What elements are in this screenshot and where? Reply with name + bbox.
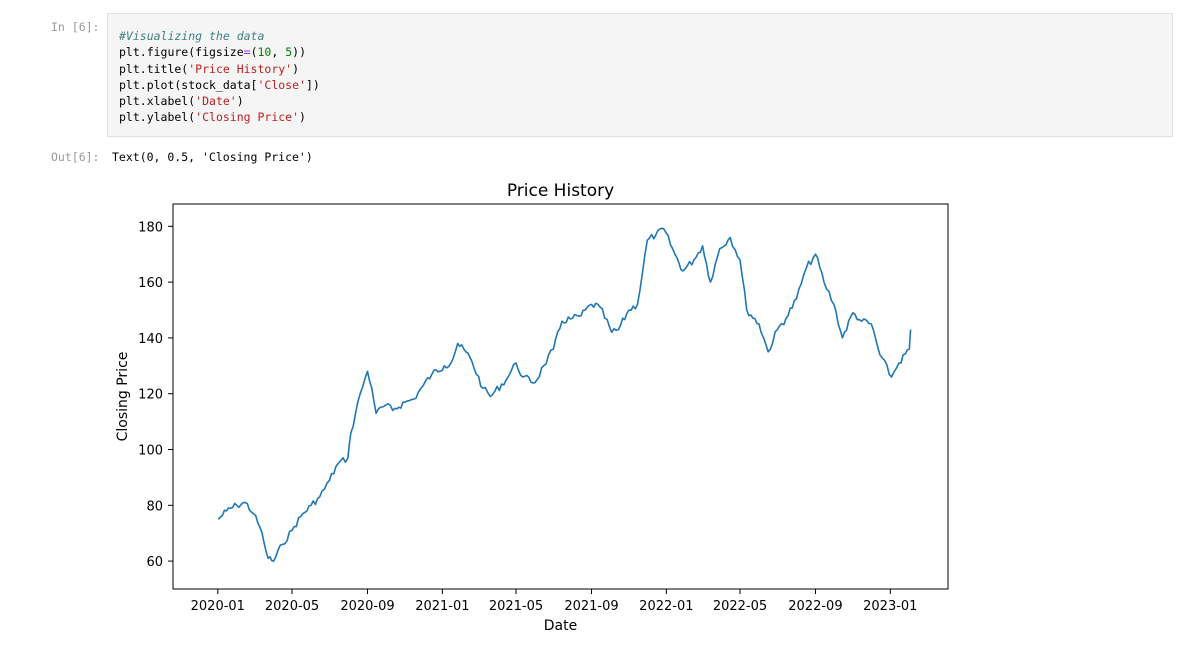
code-figure-h: 5 <box>285 45 293 60</box>
plot-area-frame <box>172 203 949 590</box>
y-axis-label: Closing Price <box>115 352 131 442</box>
code-line-1: #Visualizing the data <box>119 28 320 44</box>
code-comment: #Visualizing the data <box>119 29 265 43</box>
x-axis-label: Date <box>544 618 577 634</box>
code-ylabel-arg: 'Closing Price' <box>195 110 300 125</box>
x-tick-label: 2021-01 <box>415 599 469 614</box>
output-text: Text(0, 0.5, 'Closing Price') <box>112 150 313 164</box>
code-title-func: plt.title( <box>119 61 189 76</box>
y-tick-label: 180 <box>138 220 163 235</box>
chart-title: Price History <box>507 181 614 201</box>
code-ylabel-close: ) <box>299 110 306 125</box>
x-tick-label: 2023-01 <box>863 599 917 614</box>
y-tick-label: 160 <box>138 276 163 291</box>
code-paren-close: )) <box>292 45 307 60</box>
code-plot-func: plt.plot(stock_data[ <box>119 77 258 92</box>
code-editor[interactable]: #Visualizing the data plt.figure(figsize=… <box>119 28 320 126</box>
code-title-close: ) <box>292 61 300 76</box>
y-tick-label: 140 <box>138 332 163 347</box>
x-tick-label: 2020-09 <box>340 599 394 614</box>
code-xlabel-close: ) <box>236 94 244 109</box>
x-tick-label: 2022-09 <box>788 599 842 614</box>
code-line-5: plt.xlabel('Date') <box>119 93 320 109</box>
code-line-2: plt.figure(figsize=(10, 5)) <box>119 44 320 60</box>
code-plot-arg: 'Close' <box>257 77 306 92</box>
code-xlabel-arg: 'Date' <box>195 94 237 109</box>
y-tick-label: 100 <box>138 444 163 459</box>
series-close-price-line <box>217 227 912 562</box>
y-tick-label: 120 <box>138 388 163 403</box>
x-tick-label: 2022-01 <box>639 599 693 614</box>
input-prompt: In [6]: <box>51 20 100 34</box>
code-figure-func: plt.figure(figsize <box>119 45 244 60</box>
y-tick-label: 80 <box>146 499 163 514</box>
y-tick-label: 60 <box>146 555 163 570</box>
code-ylabel-func: plt.ylabel( <box>119 110 196 125</box>
x-tick-label: 2021-05 <box>489 599 543 614</box>
x-ticks: 2020-01 2020-05 2020-09 2021-01 2021-05 2021-… <box>191 589 917 614</box>
code-line-6: plt.ylabel('Closing Price') <box>119 109 320 125</box>
code-equals: = <box>243 45 251 60</box>
code-line-4: plt.plot(stock_data['Close']) <box>119 77 320 93</box>
code-title-arg: 'Price History' <box>188 61 293 76</box>
code-cell[interactable]: #Visualizing the data plt.figure(figsize=… <box>107 13 1173 137</box>
code-xlabel-func: plt.xlabel( <box>119 94 196 109</box>
x-tick-label: 2020-01 <box>191 599 245 614</box>
code-comma: , <box>271 45 286 60</box>
x-tick-label: 2021-09 <box>564 599 618 614</box>
code-figure-w: 10 <box>257 45 272 60</box>
x-tick-label: 2020-05 <box>265 599 319 614</box>
code-paren-open: ( <box>250 45 258 60</box>
code-plot-end: ]) <box>305 77 320 92</box>
output-prompt: Out[6]: <box>51 150 100 164</box>
y-ticks: 60 80 100 120 140 160 180 <box>138 220 173 570</box>
x-tick-label: 2022-05 <box>713 599 767 614</box>
code-line-3: plt.title('Price History') <box>119 61 320 77</box>
